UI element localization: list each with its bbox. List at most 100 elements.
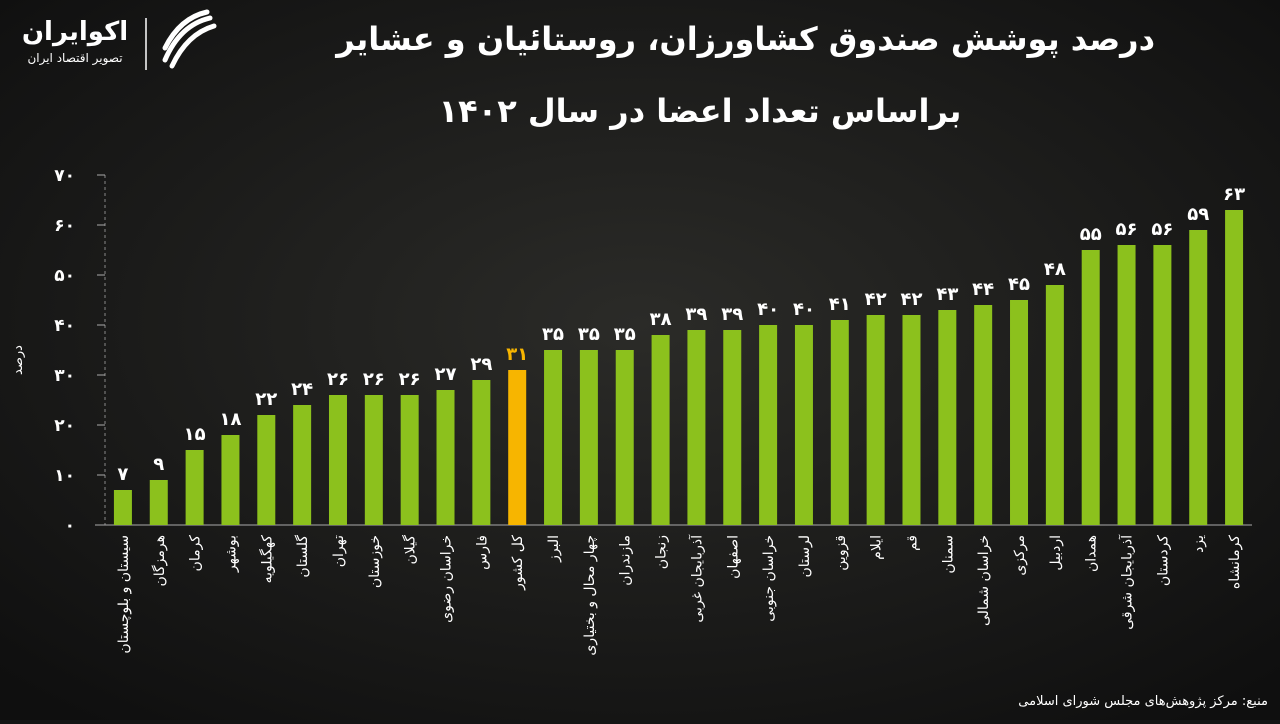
x-tick-label: کهگیلویه — [258, 535, 275, 584]
y-tick-label: ۶۰ — [54, 216, 75, 236]
value-label: ۴۱ — [829, 294, 851, 315]
value-label: ۳۵ — [542, 324, 564, 345]
value-label: ۴۸ — [1044, 259, 1066, 280]
bar — [687, 330, 706, 525]
value-label: ۷ — [117, 464, 128, 485]
y-tick-label: ۴۰ — [54, 316, 75, 336]
x-tick-label: کرمان — [188, 535, 204, 572]
value-label: ۴۰ — [757, 299, 779, 320]
value-label: ۴۳ — [936, 284, 958, 305]
bar — [579, 350, 598, 525]
value-label: ۳۹ — [685, 304, 707, 325]
y-tick-label: ۳۰ — [54, 366, 75, 386]
bar — [1189, 230, 1208, 525]
value-label: ۴۲ — [865, 289, 887, 310]
x-tick-label: آذربایجان شرقی — [1119, 534, 1136, 630]
value-label: ۱۸ — [219, 409, 241, 430]
y-tick-label: ۱۰ — [54, 466, 75, 486]
bar — [1045, 285, 1064, 525]
value-label: ۳۵ — [614, 324, 636, 345]
chart-subtitle: براساس تعداد اعضا در سال ۱۴۰۲ — [439, 92, 962, 130]
value-label: ۴۵ — [1008, 274, 1030, 295]
x-tick-label: زنجان — [654, 535, 670, 569]
x-tick-label: مازندران — [618, 535, 634, 586]
bar — [149, 480, 168, 525]
bar — [1117, 245, 1136, 525]
source: منبع: مرکز پژوهش‌های مجلس شورای اسلامی — [1018, 694, 1268, 709]
value-label: ۲۹ — [470, 354, 492, 375]
bar — [400, 395, 419, 525]
bar — [830, 320, 849, 525]
bar — [544, 350, 563, 525]
x-tick-label: خوزستان — [367, 535, 383, 588]
x-tick-label: قزوین — [833, 535, 849, 571]
x-tick-label: یزد — [1191, 535, 1207, 553]
bar — [472, 380, 491, 525]
bar — [902, 315, 921, 525]
bar — [1081, 250, 1100, 525]
value-label: ۵۶ — [1151, 219, 1173, 240]
brand: اکوایران — [22, 17, 128, 47]
x-tick-label: سمنان — [940, 535, 956, 574]
x-tick-label: کردستان — [1155, 535, 1171, 586]
value-label: ۴۲ — [900, 289, 922, 310]
x-tick-label: لرستان — [797, 535, 813, 578]
x-tick-label: کرمانشاه — [1227, 535, 1243, 589]
x-tick-label: کل کشور — [510, 535, 526, 591]
x-tick-label: تهران — [331, 535, 347, 567]
value-label: ۱۵ — [184, 424, 206, 445]
value-label: ۳۸ — [650, 309, 672, 330]
x-tick-label: چهار محال و بختیاری — [582, 535, 598, 656]
x-tick-label: آذربایجان غربی — [688, 534, 705, 623]
value-label: ۲۲ — [255, 389, 277, 410]
bar — [759, 325, 778, 525]
y-tick-label: ۲۰ — [54, 416, 75, 436]
bar — [1153, 245, 1172, 525]
value-label: ۳۱ — [506, 344, 528, 365]
x-tick-label: همدان — [1084, 535, 1100, 572]
value-label: ۵۹ — [1187, 204, 1209, 225]
value-label: ۴۰ — [793, 299, 815, 320]
x-tick-label: ایلام — [869, 535, 885, 560]
value-label: ۶۳ — [1223, 184, 1245, 205]
bar — [221, 435, 240, 525]
bar — [436, 390, 455, 525]
x-tick-label: فارس — [474, 535, 490, 570]
bar — [794, 325, 813, 525]
x-tick-label: بوشهر — [223, 535, 239, 573]
value-label: ۲۶ — [327, 369, 349, 390]
bar — [974, 305, 993, 525]
value-label: ۵۶ — [1116, 219, 1138, 240]
value-label: ۳۵ — [578, 324, 600, 345]
bar — [328, 395, 347, 525]
chart-title: درصد پوشش صندوق کشاورزان، روستائیان و عش… — [334, 20, 1155, 58]
x-tick-label: خراسان رضوی — [439, 535, 455, 623]
x-tick-label: خراسان جنوبی — [761, 535, 777, 622]
value-label: ۲۶ — [399, 369, 421, 390]
value-label: ۳۹ — [721, 304, 743, 325]
bar — [508, 370, 527, 525]
bar — [723, 330, 742, 525]
bar — [651, 335, 670, 525]
x-tick-label: گیلان — [402, 535, 419, 565]
x-tick-label: خراسان شمالی — [976, 535, 992, 626]
bar — [364, 395, 383, 525]
x-tick-label: اصفهان — [725, 535, 741, 579]
bar — [185, 450, 204, 525]
bar — [938, 310, 957, 525]
y-tick-label: ۷۰ — [54, 166, 75, 186]
value-label: ۲۴ — [291, 379, 313, 400]
bar — [1225, 210, 1244, 525]
x-tick-label: البرز — [546, 535, 562, 563]
x-tick-label: سیستان و بلوچستان — [116, 535, 132, 654]
bar — [293, 405, 312, 525]
value-label: ۲۷ — [435, 364, 457, 385]
x-tick-label: مرکزی — [1012, 535, 1028, 576]
bar — [1010, 300, 1029, 525]
x-tick-label: هرمزگان — [151, 535, 168, 587]
bar — [615, 350, 634, 525]
bar — [113, 490, 132, 525]
